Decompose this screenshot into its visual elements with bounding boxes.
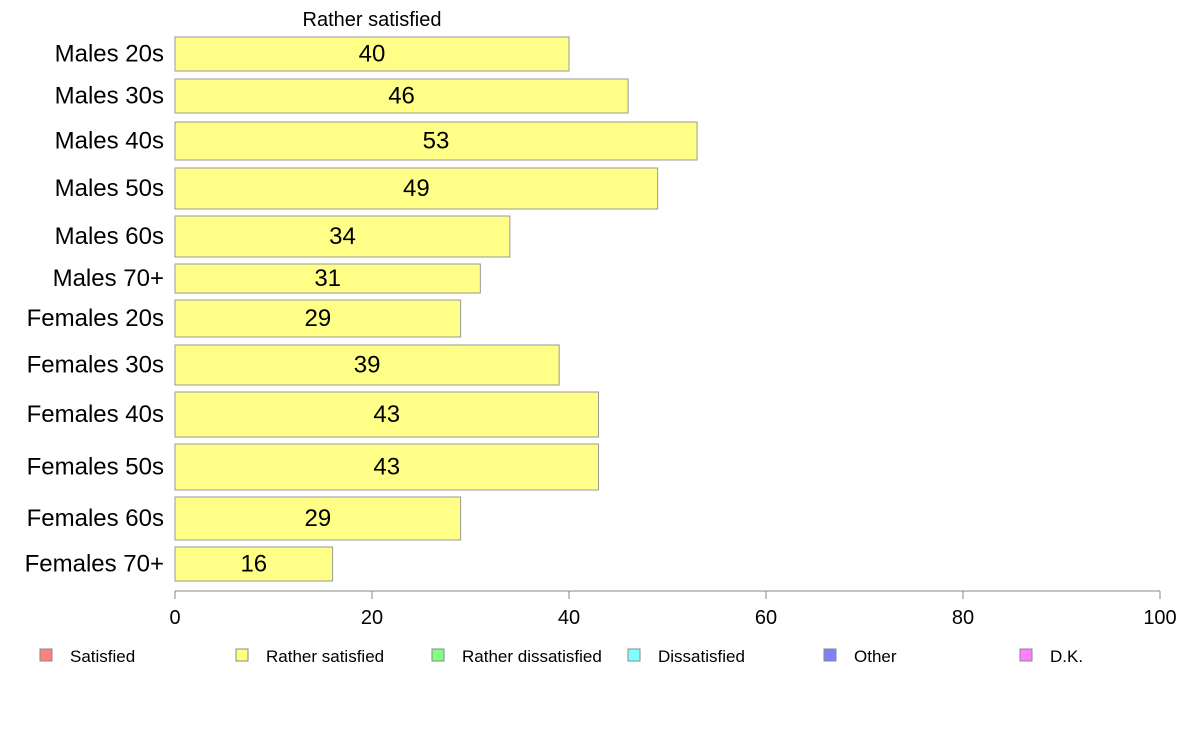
- category-label: Males 40s: [55, 128, 164, 155]
- bar: [174, 546, 334, 582]
- x-tick-label: 80: [952, 607, 974, 629]
- bars-layer: Males 20s 40 Males 30s 46 Males 40s 53 Males 5…: [25, 36, 698, 582]
- category-label: Males 70+: [53, 265, 164, 292]
- value-label: 40: [359, 41, 386, 68]
- value-label: 49: [403, 175, 430, 202]
- x-axis: 0 20 40 60 80 100: [169, 590, 1177, 629]
- legend-swatch: [1019, 648, 1033, 662]
- bar: [174, 78, 629, 114]
- value-label: 43: [373, 454, 400, 481]
- legend-label: Other: [854, 647, 897, 666]
- bar: [174, 391, 600, 438]
- category-label: Males 30s: [55, 83, 164, 110]
- x-tick-label: 0: [169, 607, 180, 629]
- bar: [174, 263, 481, 294]
- category-label: Males 50s: [55, 175, 164, 202]
- value-label: 43: [373, 401, 400, 428]
- x-tick-label: 60: [755, 607, 777, 629]
- legend-swatch: [39, 648, 53, 662]
- category-label: Females 20s: [27, 305, 164, 332]
- x-tick-label: 20: [361, 607, 383, 629]
- value-label: 53: [423, 128, 450, 155]
- legend-label: Rather dissatisfied: [462, 647, 602, 666]
- value-label: 39: [354, 352, 381, 379]
- bar: [174, 36, 570, 72]
- category-label: Females 40s: [27, 401, 164, 428]
- value-label: 16: [240, 551, 267, 578]
- chart-title: Rather satisfied: [303, 9, 442, 31]
- bar: [174, 121, 698, 161]
- legend-label: Dissatisfied: [658, 647, 745, 666]
- legend-swatch: [823, 648, 837, 662]
- category-label: Females 30s: [27, 352, 164, 379]
- bar: [174, 215, 511, 258]
- legend-label: Rather satisfied: [266, 647, 384, 666]
- value-label: 34: [329, 223, 356, 250]
- bar: [174, 167, 659, 210]
- legend-swatch: [431, 648, 445, 662]
- legend-label: D.K.: [1050, 647, 1083, 666]
- value-label: 31: [314, 265, 341, 292]
- value-label: 29: [304, 505, 331, 532]
- bar: [174, 344, 560, 386]
- value-label: 29: [304, 305, 331, 332]
- category-label: Females 70+: [25, 551, 164, 578]
- legend-swatch: [627, 648, 641, 662]
- x-tick-label: 100: [1143, 607, 1176, 629]
- bar: [174, 299, 462, 338]
- value-label: 46: [388, 83, 415, 110]
- legend: Satisfied Rather satisfied Rather dissatis…: [39, 647, 1083, 666]
- bar: [174, 496, 462, 541]
- bar: [174, 443, 600, 491]
- legend-label: Satisfied: [70, 647, 135, 666]
- category-label: Males 20s: [55, 41, 164, 68]
- category-label: Males 60s: [55, 223, 164, 250]
- legend-swatch: [235, 648, 249, 662]
- category-label: Females 50s: [27, 454, 164, 481]
- x-tick-label: 40: [558, 607, 580, 629]
- category-label: Females 60s: [27, 505, 164, 532]
